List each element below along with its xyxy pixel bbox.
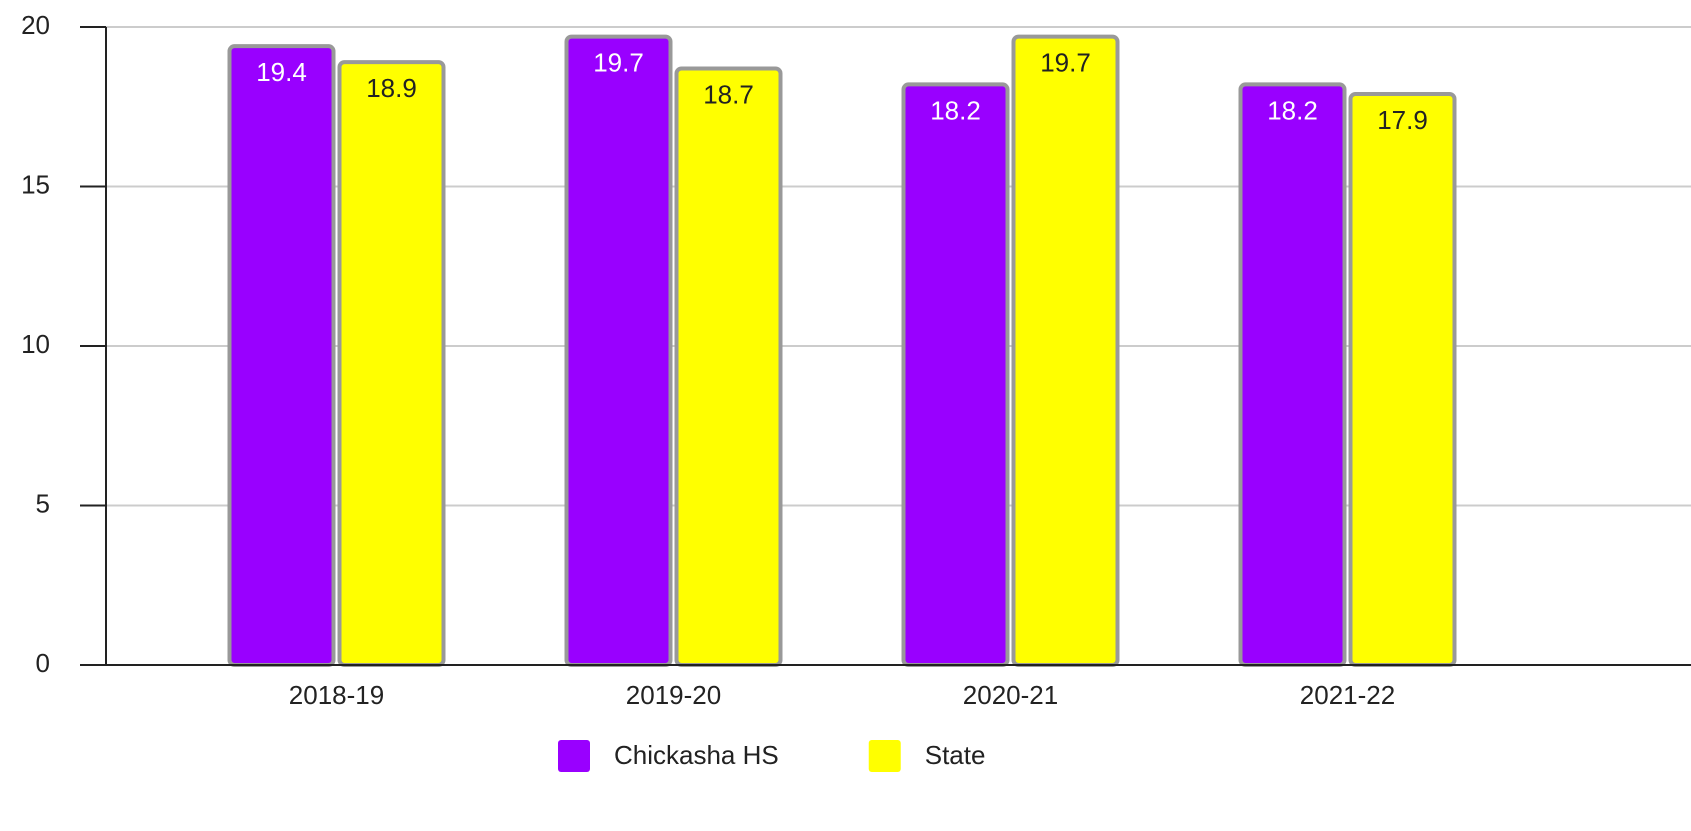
bar [1348,91,1457,668]
y-tick-label: 20 [21,10,50,40]
bar [564,34,673,667]
x-tick-label: 2020-21 [963,680,1058,710]
legend-label: State [925,740,986,770]
legend-label: Chickasha HS [614,740,779,770]
bar [1011,34,1120,667]
data-label: 19.4 [256,57,307,87]
bar [1238,82,1347,668]
data-label: 19.7 [1040,47,1091,77]
x-tick-label: 2021-22 [1300,680,1395,710]
x-tick-label: 2018-19 [289,680,384,710]
y-tick-label: 5 [36,488,50,518]
data-label: 19.7 [593,47,644,77]
data-label: 18.2 [930,95,981,125]
data-label: 18.2 [1267,95,1318,125]
legend-swatch [868,740,901,772]
data-label: 17.9 [1377,105,1428,135]
bar [674,66,783,668]
bar [337,60,446,667]
legend-swatch [558,740,590,772]
bar [901,82,1010,668]
y-tick-label: 15 [21,169,50,199]
x-tick-label: 2019-20 [626,680,721,710]
y-tick-label: 0 [36,648,50,678]
y-tick-label: 10 [21,329,50,359]
data-label: 18.7 [703,79,754,109]
bar [227,44,336,667]
data-label: 18.9 [366,73,417,103]
